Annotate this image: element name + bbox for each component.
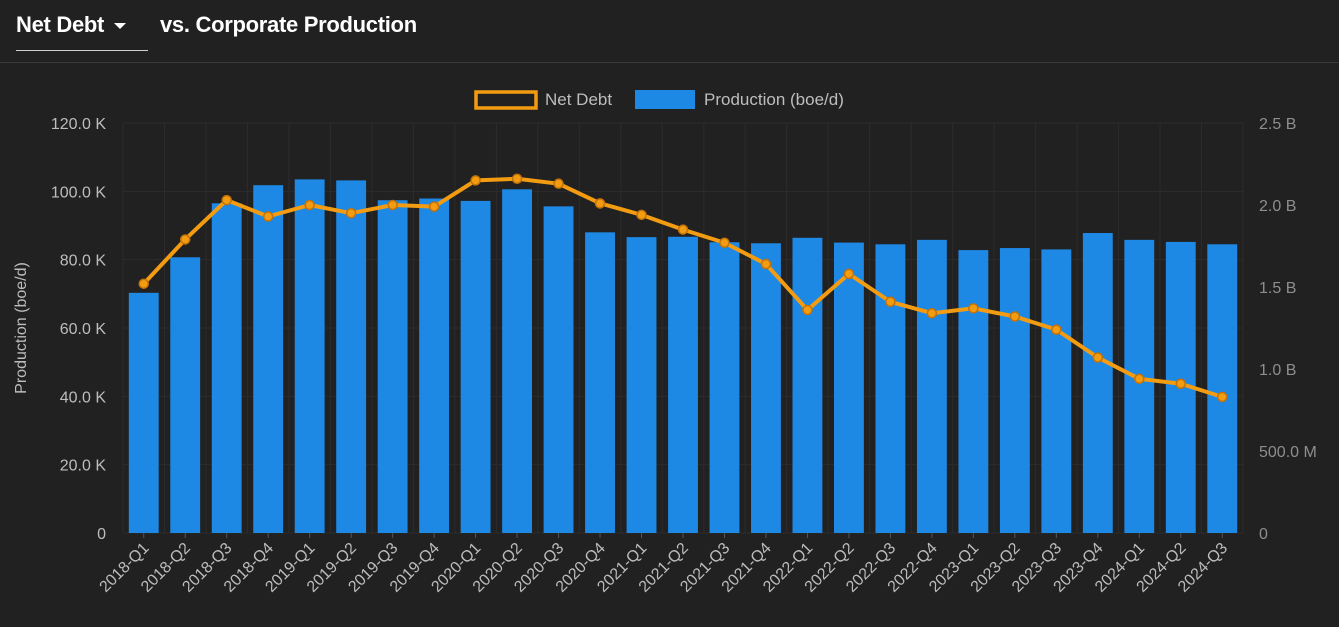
production-bar[interactable] — [211, 203, 242, 533]
net-debt-point[interactable] — [387, 199, 398, 211]
y-tick-label-left: 20.0 K — [60, 458, 107, 475]
production-bar[interactable] — [1124, 239, 1155, 533]
production-bar[interactable] — [336, 180, 367, 533]
axes: 0 20.0 K 40.0 K 60.0 K 80.0 K 100.0 K 120.0 K 0… — [13, 116, 1317, 596]
legend-swatch-net-debt[interactable] — [474, 90, 538, 110]
y-tick-label-left: 80.0 K — [60, 253, 107, 270]
production-bar[interactable] — [999, 248, 1030, 534]
production-bar[interactable] — [626, 237, 657, 533]
metric-dropdown-label: Net Debt — [16, 12, 105, 37]
net-debt-line — [138, 173, 1228, 403]
net-debt-point[interactable] — [636, 209, 647, 221]
y-tick-label-left: 60.0 K — [60, 321, 107, 338]
net-debt-point[interactable] — [1134, 373, 1145, 385]
production-bar[interactable] — [294, 179, 325, 533]
net-debt-point[interactable] — [138, 278, 149, 289]
net-debt-point[interactable] — [553, 178, 564, 189]
legend-label-production[interactable]: Production (boe/d) — [704, 90, 844, 109]
net-debt-point[interactable] — [221, 194, 232, 206]
legend-swatch-production[interactable] — [635, 90, 695, 109]
production-bar[interactable] — [419, 198, 450, 533]
net-debt-point[interactable] — [511, 173, 523, 185]
net-debt-point[interactable] — [1175, 378, 1187, 390]
net-debt-point[interactable] — [594, 198, 606, 209]
chart: 0 20.0 K 40.0 K 60.0 K 80.0 K 100.0 K 120.0 K 0… — [13, 90, 1317, 596]
production-bars — [128, 179, 1238, 534]
production-bar[interactable] — [709, 242, 740, 533]
y-tick-label-right: 0 — [1259, 526, 1268, 543]
net-debt-point[interactable] — [304, 199, 315, 211]
y-tick-label-left: 0 — [97, 526, 106, 543]
net-debt-point[interactable] — [719, 237, 730, 248]
production-bar[interactable] — [875, 244, 906, 533]
net-debt-point[interactable] — [1217, 391, 1228, 403]
production-bar[interactable] — [502, 189, 533, 533]
y-tick-label-right: 500.0 M — [1259, 444, 1317, 461]
y-tick-label-right: 2.5 B — [1259, 116, 1296, 133]
net-debt-point[interactable] — [428, 201, 440, 212]
net-debt-point[interactable] — [179, 234, 191, 245]
net-debt-point[interactable] — [1092, 352, 1104, 363]
net-debt-point[interactable] — [760, 258, 772, 270]
y-tick-label-left: 120.0 K — [51, 116, 106, 133]
net-debt-point[interactable] — [968, 303, 979, 314]
chart-title: vs. Corporate Production — [160, 12, 417, 37]
production-bar[interactable] — [253, 185, 284, 533]
production-bar[interactable] — [128, 292, 159, 533]
y-tick-label-right: 2.0 B — [1259, 198, 1296, 215]
chevron-down-icon — [114, 23, 127, 29]
production-bar[interactable] — [1041, 249, 1072, 533]
net-debt-point[interactable] — [677, 224, 689, 235]
net-debt-point[interactable] — [802, 304, 813, 316]
production-bar[interactable] — [377, 200, 408, 533]
production-bar[interactable] — [1207, 244, 1238, 533]
production-bar[interactable] — [585, 232, 615, 534]
y-tick-label-right: 1.0 B — [1259, 362, 1296, 379]
net-debt-point[interactable] — [1009, 311, 1021, 322]
production-bar[interactable] — [751, 243, 781, 533]
legend-label-net-debt[interactable]: Net Debt — [545, 90, 612, 109]
production-bar[interactable] — [833, 242, 864, 534]
net-debt-point[interactable] — [843, 268, 855, 280]
y-tick-label-left: 40.0 K — [60, 389, 107, 406]
net-debt-point[interactable] — [262, 211, 274, 222]
y-tick-label-right: 1.5 B — [1259, 280, 1296, 297]
net-debt-point[interactable] — [926, 307, 938, 319]
net-debt-point[interactable] — [470, 175, 481, 186]
metric-dropdown[interactable]: Net Debt — [16, 12, 148, 51]
y-axis-title: Production (boe/d) — [13, 262, 30, 394]
production-bar[interactable] — [460, 200, 491, 533]
net-debt-point[interactable] — [885, 296, 896, 308]
production-bar[interactable] — [170, 257, 201, 533]
production-bar[interactable] — [1082, 233, 1113, 533]
production-bar[interactable] — [916, 239, 947, 533]
chart-header: Net Debt vs. Corporate Production — [0, 0, 1339, 63]
production-bar[interactable] — [543, 206, 574, 533]
y-tick-label-left: 100.0 K — [51, 184, 106, 201]
legend[interactable]: Net Debt Production (boe/d) — [474, 90, 844, 110]
production-bar[interactable] — [792, 237, 823, 534]
net-debt-point[interactable] — [345, 207, 357, 219]
net-debt-point[interactable] — [1051, 324, 1062, 335]
production-bar[interactable] — [958, 250, 989, 533]
production-bar[interactable] — [668, 236, 698, 533]
